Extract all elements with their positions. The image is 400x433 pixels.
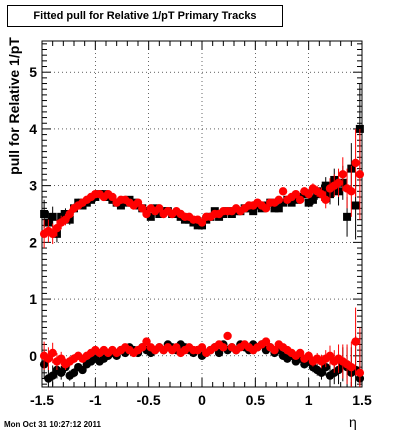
data-point-square (279, 198, 288, 207)
x-tick-label: -0.5 (137, 392, 161, 408)
data-point-square (146, 212, 155, 221)
data-point-circle (219, 343, 228, 352)
data-point-circle (321, 195, 330, 205)
y-tick-label: 5 (29, 64, 37, 80)
data-point-square (351, 201, 360, 210)
data-point-circle (351, 337, 360, 346)
data-point-circle (274, 195, 283, 205)
data-point-square (116, 201, 125, 210)
data-point-square (193, 221, 202, 230)
data-point-square (308, 195, 317, 204)
data-point-circle (223, 331, 232, 341)
x-tick-label: 1.5 (352, 392, 372, 408)
data-point-circle (338, 170, 347, 179)
data-point-circle (351, 158, 360, 168)
data-point-square (274, 204, 283, 213)
data-point-circle (334, 178, 343, 188)
data-point-circle (355, 368, 365, 378)
data-point-square (249, 207, 258, 216)
y-tick-label: 3 (29, 178, 37, 194)
y-tick-label: 0 (29, 348, 37, 364)
data-point-square (291, 195, 300, 204)
data-point-square (287, 198, 296, 207)
data-point-circle (295, 195, 305, 205)
data-point-circle (347, 187, 356, 196)
data-point-square (40, 210, 49, 218)
data-point-square (270, 204, 279, 213)
x-tick-label: 1 (305, 392, 313, 408)
data-point-square (304, 198, 313, 207)
data-point-square (65, 215, 74, 224)
y-tick-label: 4 (29, 121, 37, 137)
data-point-circle (355, 170, 365, 179)
data-point-circle (347, 362, 356, 372)
data-point-circle (48, 348, 57, 358)
data-point-square (155, 210, 164, 218)
x-tick-label: -1 (89, 392, 102, 408)
timestamp: Mon Oct 31 10:27:12 2011 (4, 420, 101, 429)
chart-title: Fitted pull for Relative 1/pT Primary Tr… (7, 5, 283, 27)
data-point-square (321, 181, 330, 190)
x-tick-label: 0 (198, 392, 206, 408)
x-tick-label: 0.5 (246, 392, 266, 408)
x-tick-label: -1.5 (30, 392, 54, 408)
x-axis-label: η (349, 414, 357, 430)
y-tick-label: 1 (29, 291, 37, 307)
y-axis-label: pull for Relative 1/pT (6, 37, 22, 175)
y-tick-label: 2 (29, 234, 37, 250)
data-point-square (48, 212, 57, 221)
data-point-circle (278, 187, 288, 196)
data-point-square (343, 212, 352, 221)
